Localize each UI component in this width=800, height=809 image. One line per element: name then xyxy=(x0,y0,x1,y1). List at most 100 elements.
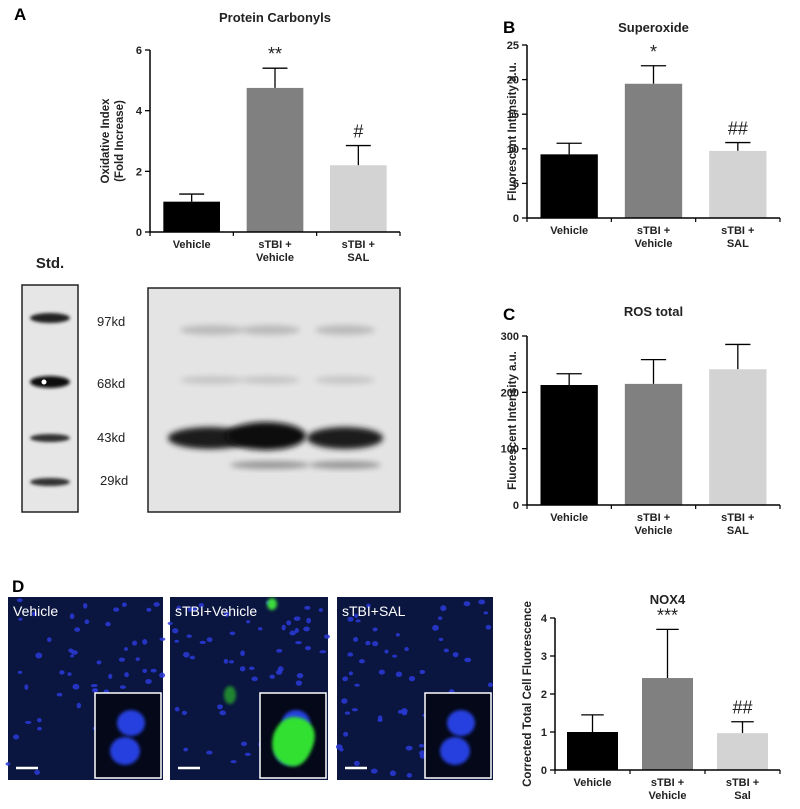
nucleus xyxy=(395,632,400,637)
x-tick-label-line: Vehicle xyxy=(550,225,588,237)
nucleus xyxy=(135,657,140,662)
x-tick-label: sTBI + Sal xyxy=(726,777,759,802)
panel-label: D xyxy=(12,577,24,596)
y-tick-label: 0 xyxy=(541,765,547,777)
nucleus xyxy=(36,717,42,723)
nucleus xyxy=(463,601,471,607)
nucleus xyxy=(108,673,113,680)
x-tick-label-line: Sal xyxy=(734,790,751,802)
nucleus xyxy=(377,715,383,722)
y-tick-label: 10 xyxy=(507,144,519,156)
bar xyxy=(624,83,683,218)
nucleus xyxy=(174,639,180,643)
nucleus xyxy=(277,666,284,673)
std-label: Std. xyxy=(36,255,64,272)
bar xyxy=(717,733,768,770)
nucleus xyxy=(150,668,157,673)
y-tick-label: 0 xyxy=(513,500,519,512)
x-tick-label-line: SAL xyxy=(727,525,749,537)
nucleus xyxy=(358,659,365,664)
micrograph: sTBI+Vehicle xyxy=(167,597,330,780)
nucleus xyxy=(257,627,263,631)
significance: *** xyxy=(657,605,678,625)
nucleus xyxy=(24,720,32,724)
nucleus xyxy=(32,611,37,617)
micrograph-label: Vehicle xyxy=(13,603,58,619)
nucleus xyxy=(343,731,349,737)
nucleus xyxy=(443,648,449,653)
nucleus xyxy=(452,652,459,658)
nucleus xyxy=(118,657,125,662)
significance: # xyxy=(353,122,363,142)
nucleus xyxy=(296,672,304,679)
x-tick-label: sTBI + SAL xyxy=(342,239,375,264)
nucleus xyxy=(119,685,126,689)
nucleus xyxy=(305,646,312,651)
nucleus xyxy=(217,704,223,710)
nucleus xyxy=(269,674,275,679)
marker-label: 29kd xyxy=(100,473,128,488)
bar xyxy=(540,154,598,218)
x-tick-label-line: sTBI + xyxy=(721,512,754,524)
std-lane xyxy=(21,284,79,513)
significance: ## xyxy=(732,698,752,718)
x-tick-label-line: Vehicle xyxy=(649,790,687,802)
bar xyxy=(246,87,304,233)
nucleus xyxy=(142,639,148,645)
chart-title: Protein Carbonyls xyxy=(219,10,331,25)
nucleus xyxy=(306,617,312,624)
nucleus xyxy=(303,626,310,632)
nucleus xyxy=(432,624,439,631)
x-tick-label-line: Vehicle xyxy=(256,252,294,264)
nucleus xyxy=(105,621,111,627)
y-tick-label: 4 xyxy=(541,613,548,625)
y-axis-label-line: (Fold Increase) xyxy=(114,100,126,182)
x-tick-label: sTBI + Vehicle xyxy=(649,777,687,802)
nucleus xyxy=(401,707,408,714)
nucleus xyxy=(419,750,426,757)
marker-label: 68kd xyxy=(97,376,125,391)
micrograph-label: sTBI+Vehicle xyxy=(175,603,257,619)
inset-nucleus xyxy=(447,710,475,736)
y-tick-label: 200 xyxy=(501,387,519,399)
marker-label: 43kd xyxy=(97,430,125,445)
x-tick-label-line: sTBI + xyxy=(342,239,375,251)
nucleus xyxy=(145,679,152,684)
nucleus xyxy=(440,605,447,612)
nucleus xyxy=(286,620,292,626)
x-tick-label-line: Vehicle xyxy=(550,512,588,524)
nucleus xyxy=(418,743,425,748)
x-tick-label-line: Vehicle xyxy=(635,525,673,537)
nucleus xyxy=(16,598,23,603)
nucleus xyxy=(198,602,205,608)
nucleus xyxy=(186,634,192,638)
x-tick-label: Vehicle xyxy=(550,225,588,237)
nucleus xyxy=(335,744,343,750)
x-tick-label-line: Vehicle xyxy=(173,239,211,251)
nucleus xyxy=(187,606,192,613)
nucleus xyxy=(372,627,378,632)
nucleus xyxy=(389,770,397,777)
nucleus xyxy=(372,641,379,647)
nucleus xyxy=(419,669,426,675)
panel-label: C xyxy=(503,305,515,324)
nucleus xyxy=(353,760,360,766)
x-tick-label-line: sTBI + xyxy=(637,512,670,524)
bar xyxy=(624,383,683,505)
x-tick-label-line: SAL xyxy=(347,252,369,264)
nucleus xyxy=(183,651,190,658)
nucleus xyxy=(18,617,23,621)
nucleus xyxy=(5,762,11,766)
nucleus xyxy=(384,649,389,654)
nucleus xyxy=(174,706,180,712)
y-tick-label: 3 xyxy=(541,651,547,663)
nucleus xyxy=(405,745,413,751)
nucleus xyxy=(485,624,492,630)
nucleus xyxy=(84,619,90,625)
nucleus xyxy=(404,646,409,652)
nucleus xyxy=(199,640,206,645)
micrograph: Vehicle xyxy=(5,597,166,780)
micrograph: sTBI+SAL xyxy=(335,597,493,780)
significance: * xyxy=(650,42,657,62)
